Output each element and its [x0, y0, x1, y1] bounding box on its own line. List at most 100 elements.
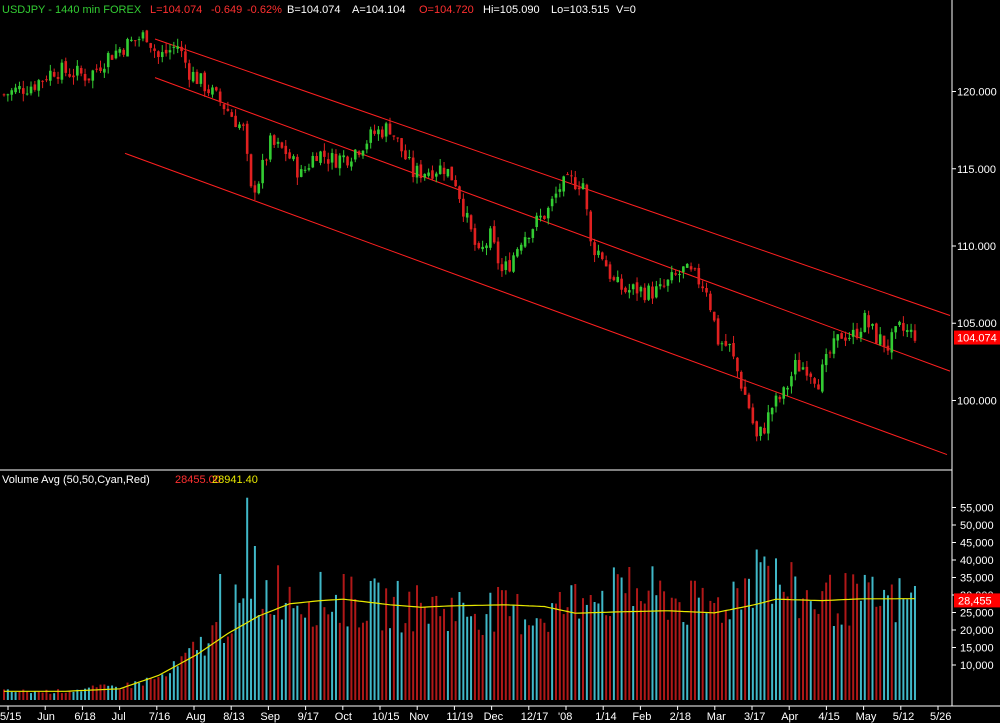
volume-bar	[871, 576, 874, 700]
candle-body	[249, 154, 253, 187]
candle-body	[809, 373, 813, 377]
volume-bar	[300, 614, 303, 700]
volume-bar	[307, 601, 310, 700]
candle-body	[388, 123, 392, 135]
volume-bar	[651, 566, 654, 700]
candle-body	[678, 274, 681, 276]
candle-body	[245, 123, 249, 154]
volume-bar	[439, 616, 442, 700]
volume-bar	[705, 613, 708, 700]
volume-bar	[894, 622, 897, 700]
candle-body	[60, 62, 64, 80]
volume-bar	[535, 618, 538, 700]
volume-bar	[898, 578, 901, 700]
candle-body	[215, 87, 218, 91]
candle-body	[477, 243, 481, 249]
volume-bar	[10, 691, 13, 700]
volume-bar	[261, 608, 264, 700]
candle-body	[705, 287, 708, 293]
volume-bar	[570, 585, 573, 700]
open-label: O=104.720	[419, 4, 474, 16]
candle-body	[909, 329, 913, 332]
volume-bar	[412, 631, 415, 700]
candle-body	[519, 244, 523, 251]
volume-bar	[732, 581, 735, 700]
candle-body	[338, 155, 342, 169]
candle-body	[76, 65, 79, 76]
date-tick-label: 5/12	[893, 711, 914, 723]
candle-body	[724, 341, 728, 346]
candle-body	[184, 51, 187, 63]
candle-body	[56, 77, 60, 79]
volume-bar	[361, 622, 364, 700]
candle-body	[99, 67, 102, 71]
candle-body	[573, 177, 577, 190]
volume-bar	[462, 602, 465, 700]
volume-bar	[859, 600, 862, 700]
volume-bar	[883, 589, 886, 700]
candle-body	[473, 228, 477, 245]
date-tick-label: 6/18	[74, 711, 95, 723]
candle-body	[813, 378, 816, 384]
candle-body	[342, 155, 345, 158]
candle-body	[357, 151, 361, 155]
volume-bar	[68, 691, 71, 700]
volume-bar	[605, 615, 608, 700]
candle-body	[651, 286, 654, 299]
candle-body	[778, 396, 782, 400]
volume-bar	[400, 632, 403, 700]
candle-body	[419, 164, 423, 178]
volume-bar	[686, 624, 689, 700]
candle-body	[168, 50, 172, 53]
candle-body	[450, 166, 454, 181]
candle-body	[890, 332, 894, 353]
candle-body	[380, 129, 384, 138]
volume-bar	[666, 619, 669, 700]
volume-bar	[578, 618, 581, 700]
volume-bar	[809, 601, 812, 700]
last-price-label: L=104.074	[150, 4, 202, 16]
volume-bar	[49, 693, 52, 700]
candle-body	[821, 364, 824, 392]
volume-bar	[601, 590, 604, 700]
candle-body	[83, 74, 87, 81]
volume-bar	[759, 562, 762, 700]
candle-body	[589, 211, 593, 242]
volume-bar	[632, 606, 635, 700]
volume-tick-label: 35,000	[960, 573, 994, 585]
candle-body	[732, 343, 735, 357]
candle-body	[481, 246, 484, 250]
candle-body	[187, 63, 191, 80]
volume-bar	[585, 604, 588, 700]
date-tick-label: 8/13	[223, 711, 244, 723]
candle-body	[373, 130, 376, 134]
volume-bar	[431, 596, 434, 700]
volume-bar	[863, 574, 866, 700]
candle-body	[79, 68, 83, 74]
candle-body	[203, 72, 207, 92]
volume-bar	[350, 576, 353, 700]
candle-body	[601, 252, 604, 260]
volume-bar	[114, 686, 117, 700]
volume-bar	[728, 619, 731, 700]
candle-body	[118, 49, 122, 53]
candle-body	[45, 79, 48, 81]
volume-bar	[674, 598, 677, 700]
candle-body	[469, 215, 473, 230]
candle-body	[427, 172, 430, 176]
date-tick-label: 10/15	[372, 711, 400, 723]
candle-body	[234, 115, 237, 128]
candle-body	[844, 337, 847, 341]
candle-body	[628, 290, 631, 293]
candle-body	[350, 161, 353, 167]
candle-body	[133, 40, 137, 42]
volume-bar	[246, 497, 249, 700]
candle-body	[550, 198, 554, 207]
candle-body	[867, 315, 870, 328]
candle-body	[716, 318, 720, 345]
volume-bar	[226, 636, 229, 700]
candle-body	[701, 286, 704, 289]
volume-bar	[612, 567, 615, 700]
